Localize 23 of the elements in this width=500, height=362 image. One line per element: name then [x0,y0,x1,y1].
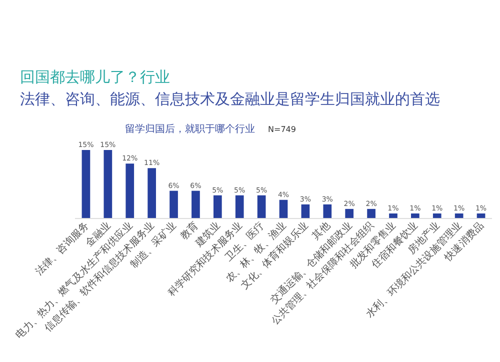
bar [476,213,486,218]
bar [192,190,200,218]
bar [257,195,266,218]
bar [301,204,310,218]
bar [389,213,398,218]
bar [126,164,134,218]
bar [323,204,332,218]
chart-subtitle: 法律、咨询、能源、信息技术及金融业是留学生归国就业的首选 [20,90,440,108]
text: N=749 [268,125,296,134]
bar [432,213,442,218]
bar [148,168,156,218]
bar [279,200,288,218]
chart-title: 回国都去哪儿了？行业 [20,68,170,86]
bar [104,150,112,218]
bar [367,208,376,218]
bar [235,195,244,218]
bar [170,190,178,218]
x-axis-title: 留学归国后，就职于哪个行业 [125,123,255,135]
bar [454,213,464,218]
bar [345,208,354,218]
bar [411,213,420,218]
bar [213,195,222,218]
bar [82,150,90,218]
